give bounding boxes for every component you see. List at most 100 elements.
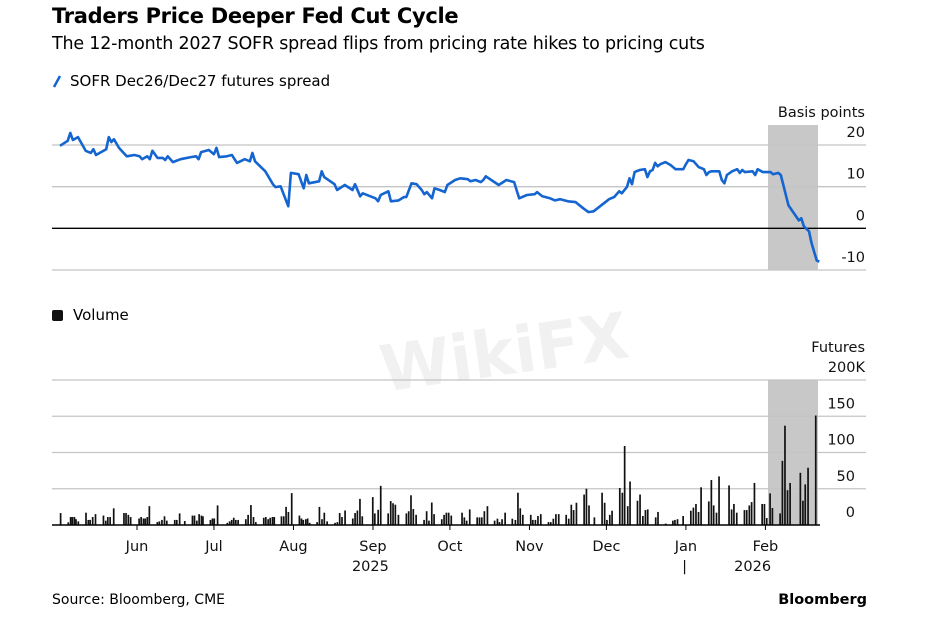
volume-bar xyxy=(478,517,481,525)
volume-bar xyxy=(593,517,596,525)
volume-bar xyxy=(392,503,394,525)
legend-volume: Volume xyxy=(52,306,129,324)
volume-bar xyxy=(290,493,293,525)
volume-bar xyxy=(191,515,194,525)
x-tick-label: Nov xyxy=(515,539,544,555)
volume-bar xyxy=(282,516,285,525)
volume-bar xyxy=(695,503,697,525)
volume-bar xyxy=(547,522,550,525)
volume-bar xyxy=(730,509,733,525)
volume-bar xyxy=(267,519,269,525)
volume-bar xyxy=(682,516,684,525)
y-tick-label: 200K xyxy=(828,360,866,376)
volume-bar xyxy=(745,510,748,525)
volume-bar xyxy=(287,511,290,525)
volume-bar xyxy=(733,503,735,525)
line-y-axis-label: Basis points xyxy=(778,105,865,121)
year-label: | xyxy=(682,559,687,575)
volume-bar xyxy=(784,425,786,525)
volume-bar xyxy=(786,490,789,525)
volume-bar xyxy=(603,502,606,525)
volume-bar xyxy=(567,518,570,525)
y-tick-label: 50 xyxy=(837,469,855,485)
line-legend-icon xyxy=(52,75,62,88)
volume-bar xyxy=(623,445,626,525)
volume-bar xyxy=(769,493,771,525)
volume-bar xyxy=(230,519,233,525)
volume-bar xyxy=(463,517,466,525)
volume-bar xyxy=(228,521,231,525)
volume-bar xyxy=(718,476,720,525)
volume-bar xyxy=(639,494,641,525)
legend-spread-label: SOFR Dec26/Dec27 futures spread xyxy=(70,72,331,90)
x-tick-label: Sep xyxy=(359,539,386,555)
volume-bar xyxy=(433,514,435,525)
volume-bar xyxy=(397,514,400,525)
volume-bar xyxy=(127,514,130,525)
legend-spread: SOFR Dec26/Dec27 futures spread xyxy=(52,72,330,90)
volume-bar xyxy=(646,509,649,525)
volume-bar xyxy=(302,519,305,525)
x-tick-label: Oct xyxy=(437,539,462,555)
volume-bar xyxy=(529,514,532,525)
volume-bar xyxy=(807,467,809,525)
volume-bar xyxy=(689,510,692,525)
volume-bar xyxy=(336,522,339,525)
legend-volume-label: Volume xyxy=(73,306,129,324)
x-tick-label: Feb xyxy=(753,539,779,555)
volume-bar xyxy=(87,519,90,525)
volume-bar xyxy=(234,519,237,525)
volume-bar xyxy=(430,502,433,525)
volume-bar xyxy=(394,504,397,525)
volume-bar xyxy=(672,520,674,525)
x-tick-label: Jul xyxy=(204,539,223,555)
volume-bar xyxy=(583,494,585,525)
volume-bar xyxy=(250,505,252,525)
volume-bar xyxy=(91,517,94,525)
volume-bar xyxy=(161,519,163,525)
volume-bar xyxy=(799,472,802,525)
volume-bar xyxy=(104,520,107,525)
volume-bar xyxy=(323,512,326,525)
volume-bar xyxy=(572,510,575,525)
volume-bar xyxy=(676,519,679,525)
volume-bar xyxy=(519,508,522,525)
volume-bar xyxy=(71,517,74,525)
volume-bar xyxy=(341,517,343,525)
y-tick-label: 100 xyxy=(827,433,855,449)
volume-bar xyxy=(198,514,200,525)
year-label: 2025 xyxy=(352,559,389,575)
volume-bar xyxy=(89,519,91,525)
volume-bar xyxy=(359,498,361,525)
volume-bar xyxy=(146,517,149,525)
volume-bar xyxy=(377,509,380,525)
volume-bar xyxy=(244,519,247,525)
volume-bar xyxy=(202,516,204,525)
volume-bar xyxy=(254,522,257,525)
volume-bar xyxy=(700,487,702,525)
volume-bar xyxy=(601,492,603,525)
volume-bar xyxy=(743,510,746,525)
volume-bar xyxy=(425,511,428,525)
volume-bar xyxy=(654,517,657,525)
volume-bar xyxy=(285,506,287,525)
volume-bar xyxy=(304,519,307,525)
volume-bar xyxy=(789,482,791,525)
volume-bar xyxy=(361,516,364,525)
volume-bar xyxy=(781,460,784,525)
volume-bar xyxy=(356,510,359,525)
volume-bar xyxy=(148,506,151,525)
volume-bar xyxy=(557,514,560,525)
bar-legend-icon xyxy=(52,309,63,321)
volume-bar xyxy=(537,516,539,525)
volume-bar xyxy=(611,510,613,525)
volume-bar xyxy=(102,515,105,525)
volume-bar xyxy=(77,521,80,525)
volume-bar xyxy=(67,522,70,525)
volume-bar xyxy=(445,512,448,525)
volume-bar xyxy=(575,502,578,525)
x-tick-label: Jan xyxy=(674,539,697,555)
volume-bar xyxy=(308,522,311,525)
volume-bar xyxy=(608,514,611,525)
volume-bar xyxy=(262,517,265,525)
